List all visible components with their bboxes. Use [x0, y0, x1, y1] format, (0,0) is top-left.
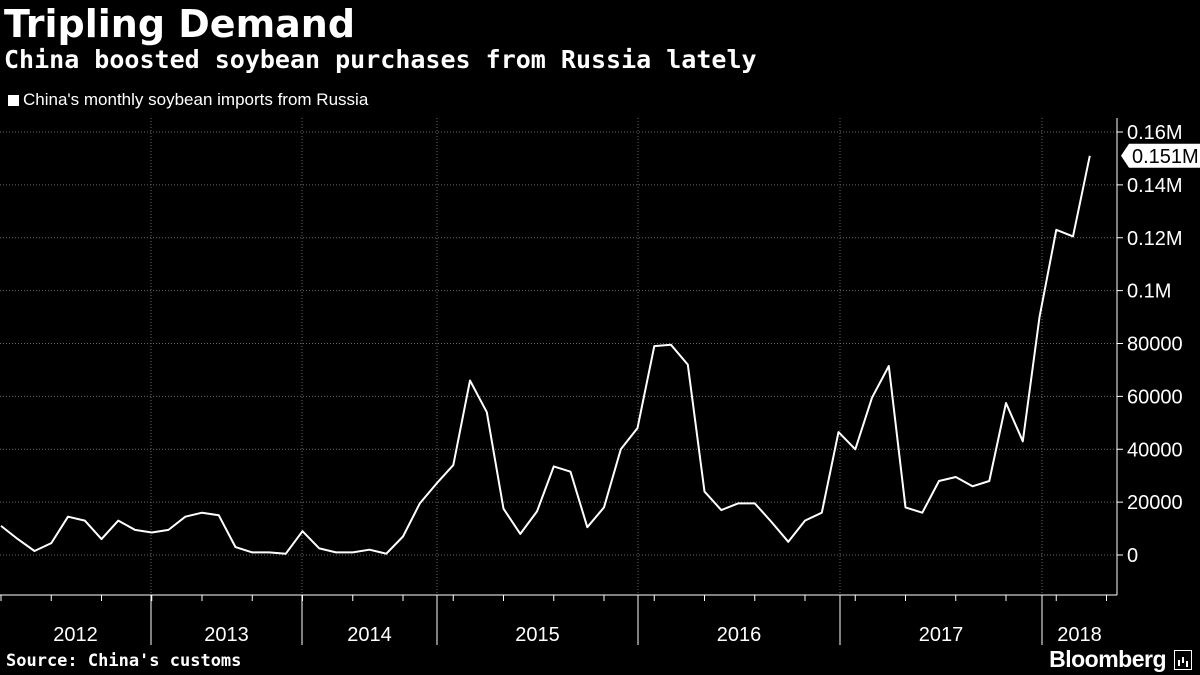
- brand-logo-text: Bloomberg: [1049, 646, 1166, 672]
- y-tick-label: 40000: [1127, 439, 1183, 461]
- last-value-callout: [1121, 143, 1200, 168]
- y-tick-label: 0.14M: [1127, 175, 1183, 197]
- axis-layer: 0 20000 40000 60000 80000 0.1M 0.12M 0.14M 0.16M…: [0, 118, 1183, 646]
- bloomberg-chart-icon: [1174, 650, 1192, 670]
- last-value-label: 0.151M: [1132, 146, 1199, 168]
- legend: China's monthly soybean imports from Rus…: [8, 90, 368, 110]
- x-year-label: 2013: [204, 624, 249, 646]
- legend-label: China's monthly soybean imports from Rus…: [23, 90, 369, 109]
- y-tick-label: 60000: [1127, 386, 1183, 408]
- y-tick-label: 20000: [1127, 492, 1183, 514]
- y-tick-label: 80000: [1127, 334, 1183, 356]
- y-tick-label: 0: [1127, 545, 1138, 567]
- series-layer: [0, 155, 1091, 555]
- y-tick-label: 0.16M: [1127, 122, 1183, 144]
- x-year-label: 2014: [347, 624, 392, 646]
- grid-layer: [0, 118, 1117, 595]
- x-year-label: 2012: [53, 624, 98, 646]
- source-note: Source: China's customs: [6, 651, 242, 671]
- y-tick-label: 0.12M: [1127, 228, 1183, 250]
- chart-title: Tripling Demand: [4, 2, 356, 46]
- series-line: [0, 155, 1091, 555]
- y-tick-label: 0.1M: [1127, 281, 1171, 303]
- x-year-label: 2016: [717, 624, 762, 646]
- label-layer: 0.151M: [1121, 143, 1200, 168]
- x-year-label: 2018: [1057, 624, 1102, 646]
- x-year-label: 2015: [515, 624, 560, 646]
- x-year-label: 2017: [919, 624, 964, 646]
- legend-swatch: [8, 94, 19, 106]
- chart-subtitle: China boosted soybean purchases from Rus…: [4, 45, 757, 74]
